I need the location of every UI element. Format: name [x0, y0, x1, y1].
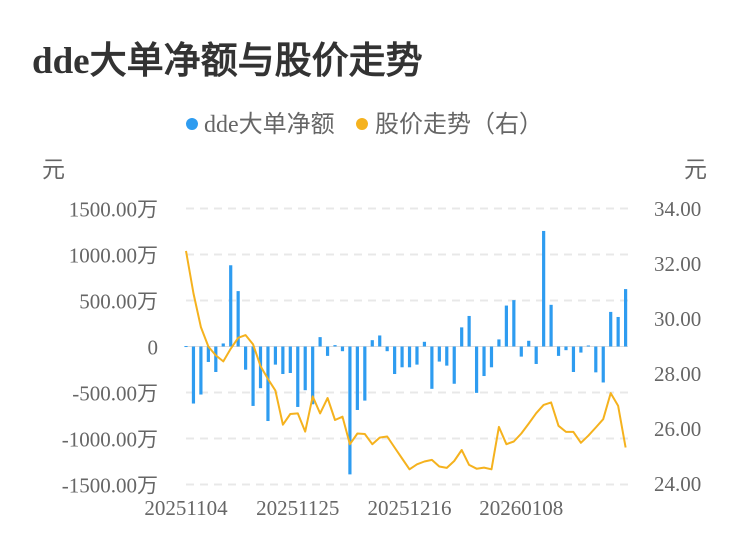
left-tick-label: 1500.00万 — [69, 198, 158, 222]
bar — [564, 346, 568, 351]
bar — [542, 230, 546, 347]
bar — [288, 346, 292, 373]
right-tick-label: 26.00 — [654, 417, 701, 441]
bar — [460, 327, 464, 347]
bar — [318, 337, 322, 347]
chart-title: dde大单净额与股价走势 — [32, 41, 423, 82]
bar — [519, 346, 523, 357]
bar — [609, 311, 613, 347]
x-tick-label: 20251104 — [144, 496, 228, 520]
left-tick-label: 500.00万 — [79, 290, 158, 314]
bar — [281, 346, 285, 375]
bar — [311, 346, 315, 405]
bar — [184, 346, 188, 348]
bar — [266, 346, 270, 422]
bar — [422, 341, 427, 347]
legend: dde大单净额 股价走势（右） — [186, 111, 543, 138]
left-tick-label: -1500.00万 — [62, 474, 158, 498]
legend-line-marker — [356, 118, 368, 130]
bar — [348, 346, 352, 475]
price-line — [185, 250, 627, 471]
bar — [363, 346, 367, 401]
x-tick-label: 20251216 — [368, 496, 452, 520]
bar — [244, 346, 248, 370]
bar — [624, 289, 628, 347]
bar — [474, 346, 479, 393]
left-axis-unit: 元 — [42, 157, 65, 182]
bar — [385, 346, 389, 352]
bar — [229, 265, 233, 347]
bar — [579, 346, 583, 353]
bar — [430, 346, 434, 389]
legend-line-label: 股价走势（右） — [375, 111, 543, 138]
right-tick-label: 30.00 — [654, 307, 701, 331]
left-tick-label: -1000.00万 — [62, 428, 158, 452]
bar — [199, 346, 203, 395]
bar — [400, 346, 404, 368]
bar — [452, 346, 456, 384]
legend-bar-label: dde大单净额 — [204, 111, 335, 138]
bar — [571, 346, 576, 372]
left-tick-label: 1000.00万 — [69, 244, 158, 268]
bar — [251, 346, 255, 406]
bar — [594, 346, 598, 373]
bar — [221, 343, 225, 347]
bar — [370, 340, 374, 347]
left-tick-label: -500.00万 — [72, 382, 158, 406]
bar — [236, 291, 240, 347]
bar — [355, 346, 359, 410]
bar — [489, 346, 494, 368]
bar — [504, 305, 508, 347]
bar — [482, 346, 486, 377]
bar — [534, 346, 538, 364]
legend-bar-marker — [186, 118, 198, 130]
bar — [497, 339, 501, 347]
bar — [527, 340, 531, 347]
bar — [556, 346, 561, 356]
bar — [206, 346, 210, 362]
bar — [214, 346, 218, 372]
bar — [586, 345, 590, 347]
bar — [407, 346, 412, 368]
right-tick-label: 28.00 — [654, 362, 701, 386]
x-tick-label: 20260108 — [479, 496, 563, 520]
bar — [549, 304, 553, 347]
bar — [325, 346, 330, 356]
bar — [296, 346, 300, 407]
bar — [437, 346, 441, 362]
bar — [415, 346, 419, 365]
bar — [601, 346, 605, 383]
right-axis-unit: 元 — [684, 157, 707, 182]
bar — [445, 346, 449, 366]
left-tick-label: 0 — [148, 336, 159, 360]
right-tick-label: 34.00 — [654, 197, 701, 221]
bar — [273, 346, 278, 365]
bar — [378, 335, 382, 347]
right-tick-label: 32.00 — [654, 252, 701, 276]
bar — [303, 346, 307, 391]
bar — [191, 346, 196, 404]
x-tick-label: 20251125 — [256, 496, 339, 520]
bar — [393, 346, 397, 375]
bar — [333, 345, 337, 347]
bar — [616, 316, 620, 347]
bar — [467, 315, 471, 347]
bar — [512, 300, 516, 347]
right-tick-label: 24.00 — [654, 472, 701, 496]
bar — [340, 346, 345, 352]
